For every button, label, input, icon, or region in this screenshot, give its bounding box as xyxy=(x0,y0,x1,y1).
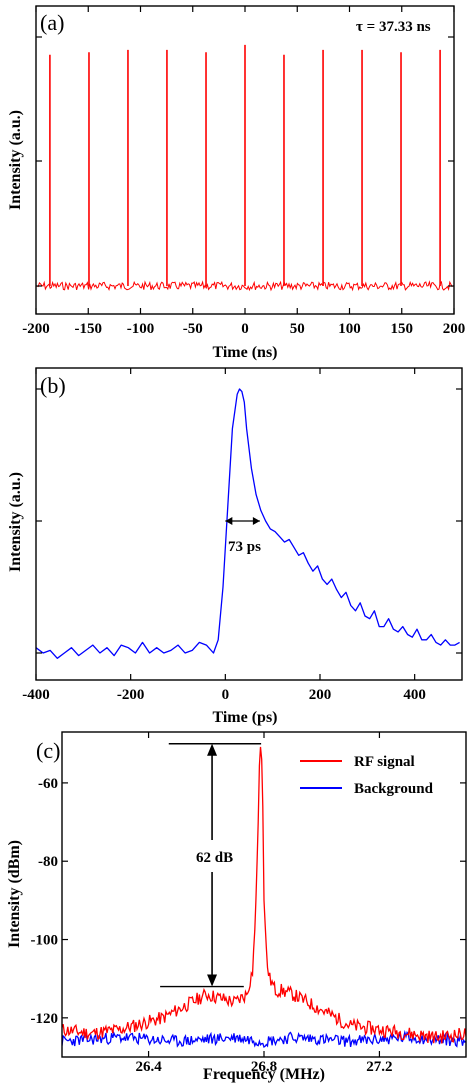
panel-a-x-tick-label: -50 xyxy=(183,321,203,337)
panel-b-x-tick-label: 400 xyxy=(403,687,426,703)
panel-a-x-tick-label: 100 xyxy=(338,321,361,337)
panel-b-y-axis-label: Intensity (a.u.) xyxy=(7,472,24,572)
panel-a-noise-baseline xyxy=(36,280,453,292)
panel-c-rf-spectrum: 26.4 26.8 27.2 -120 -100 -80 -60 (c) 62 dB RF … xyxy=(6,731,467,1083)
snr-arrow-head-down xyxy=(207,974,218,987)
panel-c-snr-marker xyxy=(160,743,262,988)
fwhm-arrow-head-left xyxy=(225,517,233,525)
panel-b-label: (b) xyxy=(40,373,66,398)
panel-b-fwhm-annotation: 73 ps xyxy=(228,539,261,555)
panel-c-y-tick-label: -80 xyxy=(38,854,58,870)
panel-a-plot-lines xyxy=(36,44,453,292)
panel-c-ticks: 26.4 26.8 27.2 -120 -100 -80 -60 xyxy=(31,732,466,1075)
panel-b-x-tick-label: -200 xyxy=(117,687,145,703)
panel-a-x-tick-label: -200 xyxy=(22,321,50,337)
legend-background-label: Background xyxy=(354,781,434,797)
panel-a-x-tick-label: 200 xyxy=(443,321,466,337)
fwhm-arrow-head-right xyxy=(252,517,260,525)
rf-signal-line xyxy=(62,746,466,1044)
panel-b-x-tick-label: 0 xyxy=(222,687,230,703)
panel-c-x-tick-label: 26.8 xyxy=(251,1059,277,1075)
panel-a-x-tick-label: 0 xyxy=(241,321,249,337)
panel-b-x-tick-label: -400 xyxy=(22,687,50,703)
panel-a-y-axis-label: Intensity (a.u.) xyxy=(7,110,24,210)
panel-b-fwhm-arrow xyxy=(225,517,260,525)
panel-c-label: (c) xyxy=(36,738,60,763)
panel-a-x-axis-label: Time (ns) xyxy=(212,344,277,361)
panel-b-x-axis-label: Time (ps) xyxy=(212,709,277,726)
legend-rf-signal-label: RF signal xyxy=(354,754,415,770)
panel-c-plot-lines xyxy=(62,746,466,1049)
panel-b-frame xyxy=(35,367,463,681)
panel-c-y-axis-label: Intensity (dBm) xyxy=(6,840,23,948)
panel-c-x-axis-label: Frequency (MHz) xyxy=(203,1066,325,1083)
panel-b-pulse-profile: -400 -200 0 200 400 (b) 73 ps Time (ps) Inte… xyxy=(7,367,463,726)
panel-a-pulse-train: -200 -150 -100 -50 0 50 100 150 200 (a) τ = 37.3… xyxy=(7,5,465,361)
panel-c-y-tick-label: -100 xyxy=(31,933,59,949)
panel-c-snr-annotation: 62 dB xyxy=(196,850,233,866)
panel-c-y-tick-label: -60 xyxy=(38,776,58,792)
panel-a-label: (a) xyxy=(40,10,64,35)
panel-c-legend: RF signal Background xyxy=(300,754,434,797)
snr-arrow-head-up xyxy=(207,743,218,756)
panel-a-ticks: -200 -150 -100 -50 0 50 100 150 200 xyxy=(22,6,465,337)
panel-a-x-tick-label: -100 xyxy=(127,321,155,337)
panel-b-plot-lines xyxy=(35,388,460,659)
panel-b-ticks: -400 -200 0 200 400 xyxy=(22,368,462,703)
panel-a-period-annotation: τ = 37.33 ns xyxy=(356,19,431,35)
panel-c-y-tick-label: -120 xyxy=(31,1011,59,1027)
panel-a-x-tick-label: -150 xyxy=(75,321,103,337)
panel-c-x-tick-label: 27.2 xyxy=(366,1059,392,1075)
panel-a-x-tick-label: 150 xyxy=(391,321,414,337)
panel-c-x-tick-label: 26.4 xyxy=(135,1059,162,1075)
panel-b-x-tick-label: 200 xyxy=(309,687,332,703)
panel-a-x-tick-label: 50 xyxy=(290,321,305,337)
panel-b-pulse-curve xyxy=(35,388,460,659)
